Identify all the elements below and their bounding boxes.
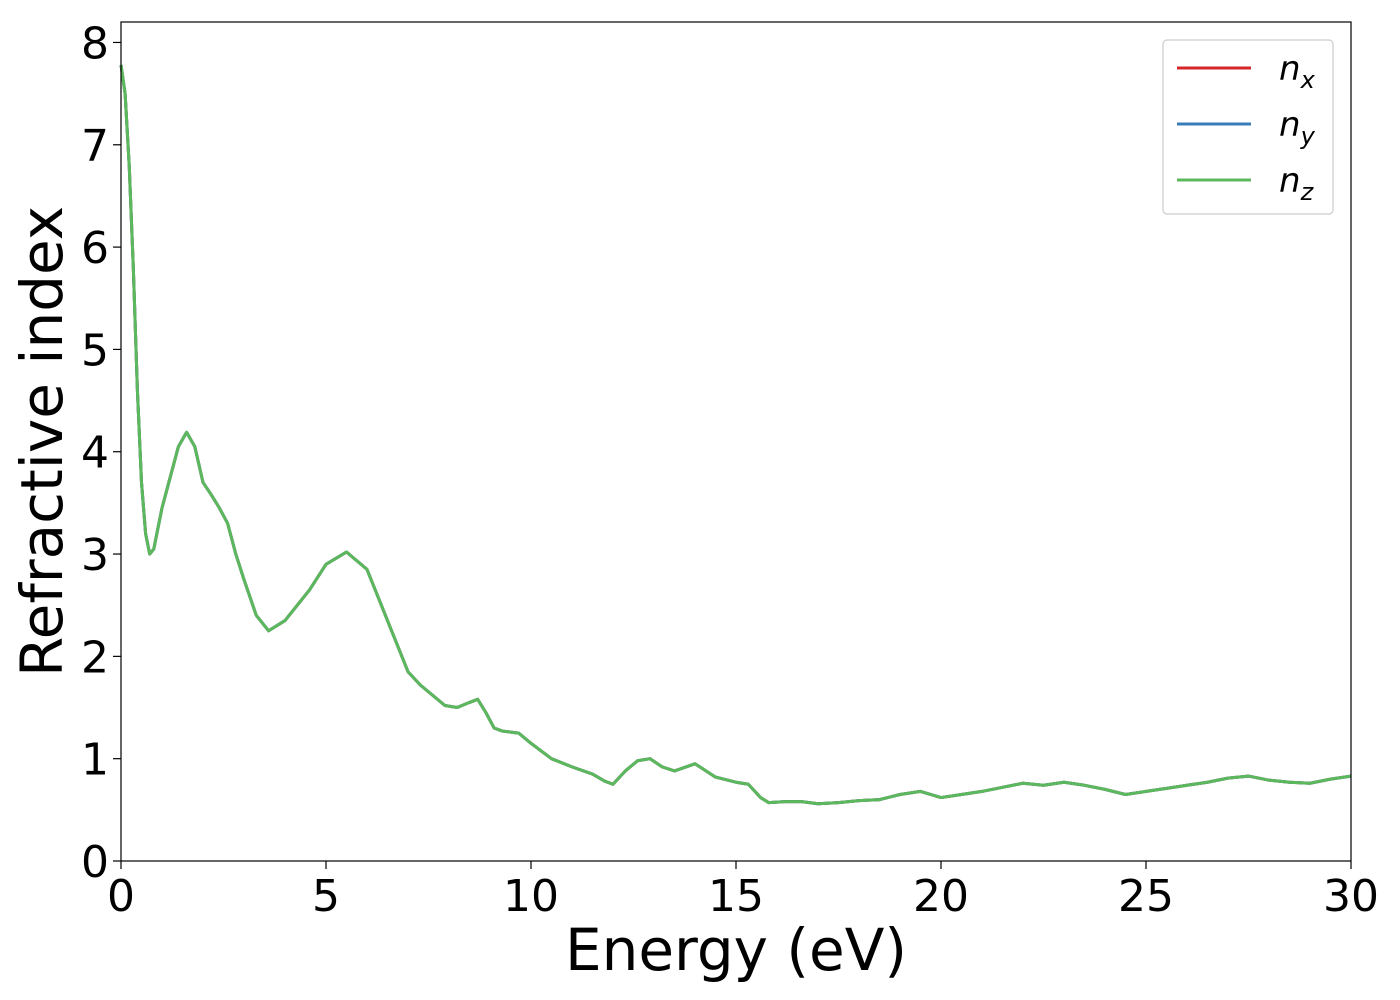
legend-label-x: nx — [1279, 49, 1316, 94]
y-tick-label: 7 — [81, 121, 109, 172]
legend-label-base: n — [1279, 161, 1301, 201]
legend-label-base: n — [1279, 49, 1301, 89]
legend-label-subscript: z — [1300, 178, 1315, 206]
legend-label-y: ny — [1279, 105, 1316, 150]
y-tick-label: 5 — [81, 325, 109, 376]
x-axis-title: Energy (eV) — [565, 916, 907, 984]
x-tick-label: 30 — [1323, 871, 1379, 922]
y-tick-label: 4 — [81, 428, 109, 479]
legend-label-base: n — [1279, 105, 1301, 145]
y-tick-label: 6 — [81, 223, 109, 274]
x-tick-label: 15 — [708, 871, 764, 922]
x-tick-label: 20 — [913, 871, 969, 922]
legend-label-subscript: x — [1300, 66, 1316, 94]
x-tick-label: 0 — [107, 871, 135, 922]
y-tick-label: 8 — [81, 18, 109, 69]
legend-box — [1162, 39, 1334, 215]
y-tick-label: 3 — [81, 530, 109, 581]
x-tick-label: 10 — [503, 871, 559, 922]
series-line-z — [119, 64, 1352, 806]
legend-label-subscript: y — [1300, 122, 1316, 150]
x-tick-label: 25 — [1118, 871, 1174, 922]
y-tick-label: 0 — [81, 837, 109, 888]
y-axis-title: Refractive index — [8, 206, 76, 677]
y-tick-label: 2 — [81, 632, 109, 683]
axis-ticks: 0 5 10 15 20 25 30 0 1 2 3 4 5 6 7 8 — [81, 18, 1379, 922]
series-layer — [119, 64, 1352, 806]
y-tick-label: 1 — [81, 735, 109, 786]
legend-label-z: nz — [1279, 161, 1315, 206]
x-tick-label: 5 — [312, 871, 340, 922]
